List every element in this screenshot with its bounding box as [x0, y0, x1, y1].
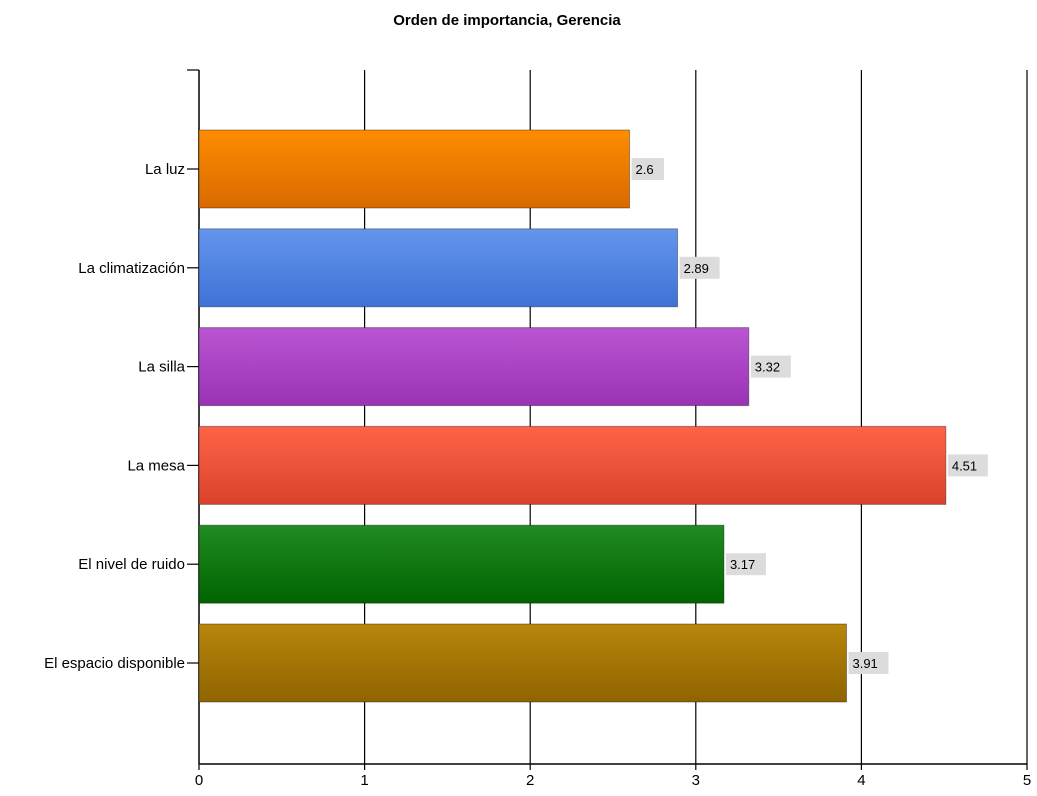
bar-2: [198, 327, 750, 407]
bars: [198, 129, 947, 703]
bar-5: [198, 623, 847, 703]
category-label-0: La luz: [145, 161, 185, 178]
value-label-bg-1: [679, 256, 720, 279]
value-label-3: 4.51: [952, 458, 977, 473]
x-tick-label-2: 2: [526, 772, 534, 789]
value-label-bg-2: [750, 355, 791, 378]
value-label-bg-0: [631, 158, 665, 180]
category-label-2: La silla: [138, 359, 185, 376]
labels: 0 1 2 3 4 5 La luz 2.6 La climatización 2.89 La si…: [44, 158, 1031, 789]
x-tick-label-0: 0: [195, 772, 203, 789]
x-tick-label-5: 5: [1023, 772, 1031, 789]
category-label-5: El espacio disponible: [44, 655, 185, 672]
value-label-4: 3.17: [730, 557, 755, 572]
value-label-5: 3.91: [852, 656, 877, 671]
value-label-2: 3.32: [755, 360, 780, 375]
value-label-0: 2.6: [636, 162, 654, 177]
category-label-3: La mesa: [127, 457, 185, 474]
value-label-bg-5: [848, 652, 889, 674]
value-label-bg-3: [947, 454, 988, 477]
chart-title: Orden de importancia, Gerencia: [393, 12, 621, 29]
bar-4: [198, 524, 725, 604]
bar-0: [198, 129, 631, 209]
x-tick-label-1: 1: [360, 772, 368, 789]
x-tick-label-3: 3: [692, 772, 700, 789]
value-label-1: 2.89: [684, 261, 709, 276]
bar-3: [198, 425, 947, 505]
category-label-1: La climatización: [78, 260, 185, 277]
category-label-4: El nivel de ruido: [78, 556, 185, 573]
x-tick-label-4: 4: [857, 772, 865, 789]
bar-1: [198, 228, 679, 308]
value-label-bg-4: [725, 553, 766, 576]
